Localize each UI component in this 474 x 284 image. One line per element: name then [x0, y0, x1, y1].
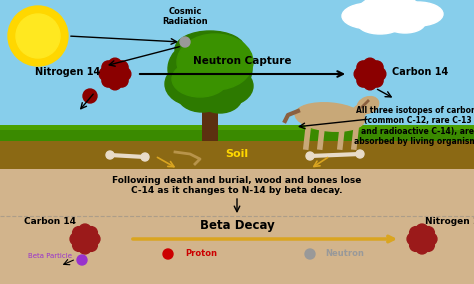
Text: Neutron Capture: Neutron Capture	[193, 56, 291, 66]
Circle shape	[370, 74, 383, 87]
Circle shape	[109, 77, 121, 90]
Circle shape	[85, 239, 97, 251]
Text: Beta Particle: Beta Particle	[28, 253, 72, 259]
Circle shape	[16, 14, 60, 58]
Text: Carbon 14: Carbon 14	[24, 218, 76, 227]
Circle shape	[422, 239, 434, 251]
Ellipse shape	[357, 97, 379, 113]
Circle shape	[410, 239, 422, 251]
Text: All three isotopes of carbon,
(common C-12, rare C-13
and radioactive C-14), are: All three isotopes of carbon, (common C-…	[354, 106, 474, 146]
Circle shape	[70, 233, 82, 245]
Ellipse shape	[175, 31, 245, 67]
Circle shape	[79, 233, 91, 245]
Text: Beta Decay: Beta Decay	[200, 220, 274, 233]
Ellipse shape	[385, 13, 425, 33]
Text: Soil: Soil	[226, 149, 248, 159]
Circle shape	[163, 249, 173, 259]
Circle shape	[306, 152, 314, 160]
Circle shape	[85, 227, 97, 239]
Bar	[0, 127, 474, 141]
Text: Carbon 14: Carbon 14	[392, 67, 448, 77]
Ellipse shape	[393, 2, 443, 26]
Circle shape	[106, 151, 114, 159]
Circle shape	[83, 89, 97, 103]
Circle shape	[354, 68, 367, 80]
Circle shape	[115, 74, 128, 87]
Circle shape	[109, 58, 121, 71]
Bar	[202, 86, 218, 141]
Circle shape	[141, 153, 149, 161]
Ellipse shape	[197, 66, 253, 106]
Circle shape	[364, 58, 376, 71]
Ellipse shape	[358, 14, 402, 34]
Circle shape	[79, 242, 91, 254]
Circle shape	[357, 61, 370, 74]
Circle shape	[416, 233, 428, 245]
Circle shape	[364, 77, 376, 90]
Circle shape	[88, 233, 100, 245]
Bar	[0, 125, 474, 130]
Bar	[0, 0, 474, 169]
Circle shape	[102, 61, 115, 74]
Circle shape	[118, 68, 131, 80]
Ellipse shape	[177, 76, 227, 112]
Circle shape	[364, 68, 376, 80]
Circle shape	[109, 68, 121, 80]
Circle shape	[180, 37, 190, 47]
Circle shape	[357, 74, 370, 87]
Text: Nitrogen 14: Nitrogen 14	[425, 218, 474, 227]
Circle shape	[416, 224, 428, 236]
Ellipse shape	[198, 81, 242, 113]
Circle shape	[77, 255, 87, 265]
Circle shape	[8, 6, 68, 66]
Text: Following death and burial, wood and bones lose
C-14 as it changes to N-14 by be: Following death and burial, wood and bon…	[112, 176, 362, 195]
Circle shape	[425, 233, 437, 245]
Text: Cosmic
Radiation: Cosmic Radiation	[162, 7, 208, 26]
Circle shape	[373, 68, 386, 80]
Circle shape	[79, 224, 91, 236]
Ellipse shape	[165, 62, 225, 106]
Ellipse shape	[172, 61, 228, 97]
Ellipse shape	[358, 0, 422, 27]
Ellipse shape	[352, 104, 368, 118]
Text: Nitrogen 14: Nitrogen 14	[36, 67, 100, 77]
Circle shape	[370, 61, 383, 74]
Ellipse shape	[177, 34, 253, 90]
Circle shape	[115, 61, 128, 74]
Circle shape	[305, 249, 315, 259]
Text: Proton: Proton	[185, 250, 217, 258]
Bar	[0, 169, 474, 284]
Circle shape	[73, 227, 85, 239]
Ellipse shape	[168, 37, 252, 101]
Circle shape	[356, 150, 364, 158]
Circle shape	[410, 227, 422, 239]
Circle shape	[407, 233, 419, 245]
Bar	[0, 141, 474, 169]
Circle shape	[99, 68, 112, 80]
Circle shape	[73, 239, 85, 251]
Circle shape	[422, 227, 434, 239]
Circle shape	[416, 242, 428, 254]
Ellipse shape	[342, 3, 398, 29]
Circle shape	[102, 74, 115, 87]
Ellipse shape	[295, 103, 365, 131]
Text: Neutron: Neutron	[325, 250, 364, 258]
